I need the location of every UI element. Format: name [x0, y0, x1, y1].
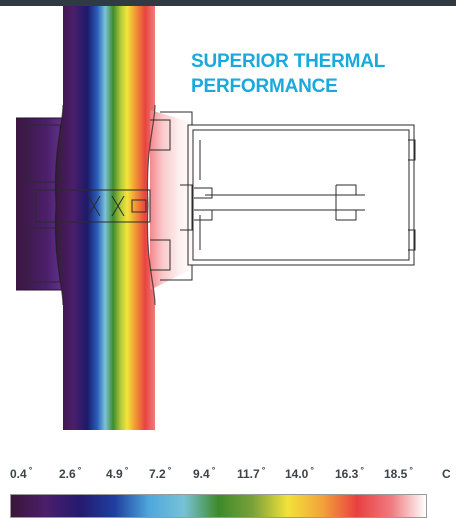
frame-profile-outline: [27, 111, 416, 283]
top-header-bar: [0, 0, 456, 6]
scale-tick: 4.9 °: [106, 465, 129, 481]
headline: SUPERIOR THERMAL PERFORMANCE: [191, 49, 385, 99]
scale-tick: 14.0 °: [285, 465, 314, 481]
scale-unit: C: [442, 467, 451, 481]
scale-tick: 16.3 °: [335, 465, 364, 481]
scale-tick: 7.2 °: [149, 465, 172, 481]
headline-line-1: SUPERIOR THERMAL: [191, 51, 386, 72]
thermal-gradient-band: [55, 6, 155, 430]
thermal-section-diagram: [16, 6, 416, 430]
scale-tick: 11.7 °: [237, 465, 266, 481]
scale-tick: 2.6 °: [59, 465, 82, 481]
scale-tick: 18.5 °: [384, 465, 413, 481]
temperature-color-bar: [10, 494, 427, 518]
scale-tick: 9.4 °: [193, 465, 216, 481]
scale-tick: 0.4 °: [10, 465, 33, 481]
temperature-scale-labels: 0.4 ° 2.6 ° 4.9 ° 7.2 ° 9.4 ° 11.7 ° 14.0 ° 16.…: [0, 465, 456, 485]
headline-line-2: PERFORMANCE: [191, 76, 338, 97]
